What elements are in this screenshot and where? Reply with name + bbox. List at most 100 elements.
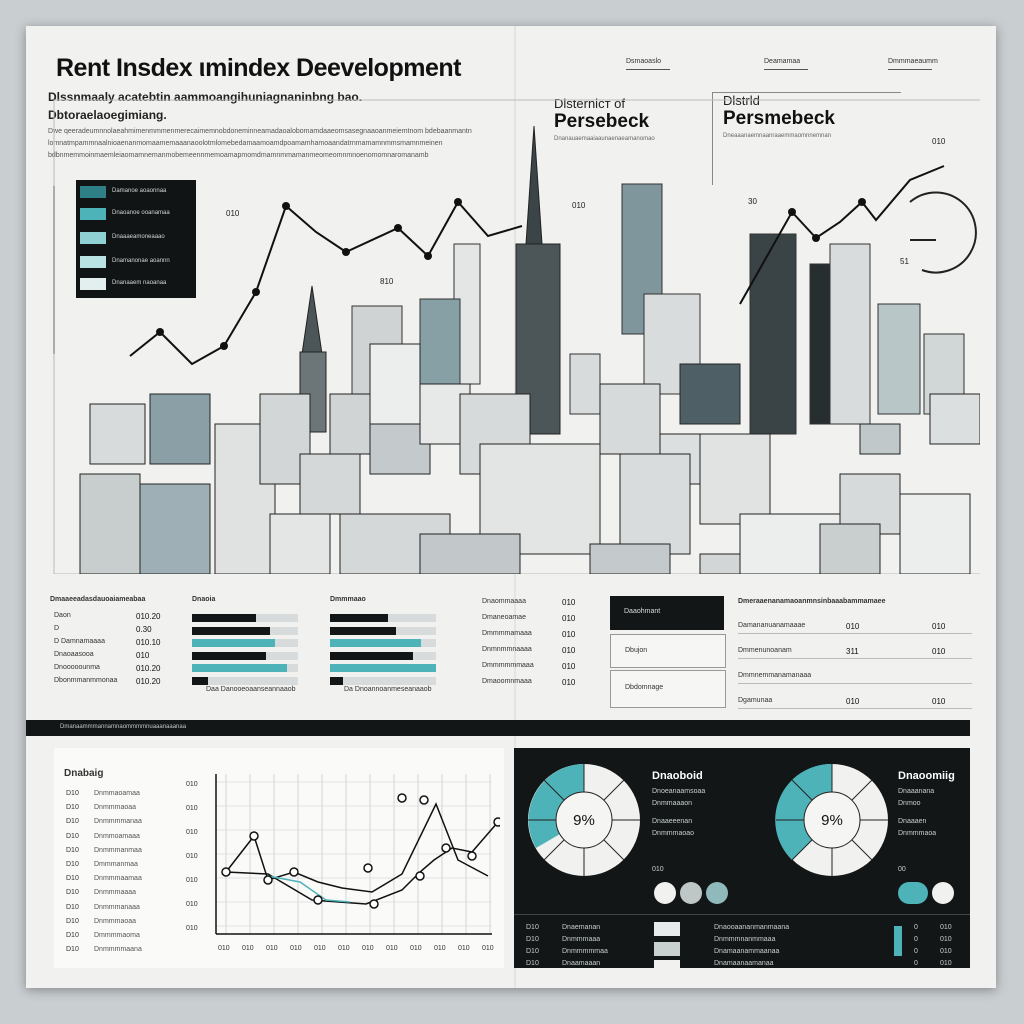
x-tick-label: 010 — [386, 945, 398, 952]
top-tab-3[interactable]: Dmmmaeaumm — [888, 58, 938, 70]
line-panel-row-value: Dnmmmaamaa — [94, 875, 142, 883]
bar-fill — [330, 626, 396, 635]
donut-2-sub1: Dnaaanana — [898, 788, 935, 795]
y-tick-label: 010 — [186, 877, 198, 884]
line-panel-row-value: Dnmmaoamaa — [94, 790, 140, 797]
data-point — [419, 795, 429, 805]
x-tick-label: 010 — [266, 945, 278, 952]
line-panel-row-value: Dnmmmaoaa — [94, 804, 137, 812]
line-panel-row-label: D10 — [66, 804, 79, 812]
donut-hole — [555, 791, 613, 849]
donut-chart-2: 9% — [775, 763, 888, 876]
table-2-row-value: 010 — [562, 598, 576, 607]
district-2-mid-value: 30 — [748, 197, 757, 206]
right-table-box-2: Dbujon — [610, 634, 726, 668]
data-point — [424, 252, 432, 260]
donut-2-foot: 00 — [898, 866, 906, 873]
legend-label: Dnaaaeamoneaaao — [112, 234, 165, 240]
row-divider — [738, 708, 972, 709]
y-tick-label: 010 — [186, 853, 198, 860]
table-1-row-value: 010.20 — [136, 612, 161, 621]
bottom-right-text: Dnmmmnanmmaaa — [714, 936, 776, 943]
top-tab-1[interactable]: Dsmaoaslo — [626, 58, 670, 70]
donut-panel: 9% Dnaoboid Dnoeanaamsoaa Dnmmaaaon Dnaa… — [514, 748, 970, 968]
bars-1-footer: Daa Danooeoaanseannaaob — [206, 686, 296, 693]
x-tick-label: 010 — [338, 945, 350, 952]
bar-fill — [192, 664, 288, 672]
table-1-row-label: Dbonmmanmmonaa — [54, 677, 118, 684]
data-point — [220, 342, 228, 350]
row-divider — [738, 683, 972, 684]
line-panel-row-label: D10 — [66, 818, 79, 826]
donut-1-sub3: Dnaaeeenan — [652, 818, 693, 825]
line-panel-row-value: Dnmmmanmaa — [94, 846, 142, 854]
chart-grid — [216, 774, 492, 934]
dot-indicator — [654, 882, 676, 904]
data-point — [493, 817, 500, 827]
top-tab-2[interactable]: Deamamaa — [764, 58, 808, 70]
data-point — [467, 851, 477, 861]
line-panel-row-value: Dnmmmmaana — [94, 946, 142, 954]
y-tick-label: 010 — [186, 781, 198, 788]
right-rent-line — [739, 165, 945, 305]
right-table-header: Dmeraaenanamaoanmnsinbaaabammamaee — [738, 598, 886, 605]
bottom-right-v1: 0 — [914, 936, 918, 943]
bottom-right-v2: 010 — [940, 924, 952, 931]
left-chart-top-value: 010 — [226, 209, 240, 218]
table-2-row-value: 010 — [562, 678, 576, 687]
donut-2-sub4: Dnmmmaoa — [898, 830, 937, 837]
y-tick-label: 010 — [186, 901, 198, 908]
donut-1-sub1: Dnoeanaamsoaa — [652, 788, 706, 795]
line-panel-row-label: D10 — [66, 917, 79, 925]
x-tick-label: 010 — [290, 945, 302, 952]
table-1-row-value: 0.30 — [136, 625, 152, 634]
bottom-right-v1: 0 — [914, 948, 918, 955]
bar-track — [330, 676, 436, 685]
data-point — [313, 895, 323, 905]
line-panel-row-label: D10 — [66, 889, 79, 897]
intro-paragraph: Dwe qeeradeumnnolaeahmimenmmmenmerecaime… — [48, 128, 472, 159]
bar-fill — [192, 639, 275, 647]
series-b-line — [225, 821, 499, 905]
legend-label: Damanoe aoaonnaa — [112, 188, 167, 194]
district-1-caption: Dnanauaemaaiaaunaenaeamanomao — [554, 136, 655, 142]
table-2-row-value: 010 — [562, 614, 576, 623]
line-panel-row-value: Dmmmmaoma — [94, 932, 140, 939]
city-illustration: 51 010 810 010 010 30 — [53, 99, 980, 574]
left-rent-points — [156, 198, 462, 350]
bottom-left-label: D10 — [526, 924, 539, 931]
data-point — [812, 234, 820, 242]
bars-1-header: Dnaoia — [192, 596, 216, 603]
donut-1-center: 9% — [573, 812, 595, 829]
y-tick-labels: 010 010 010 010 010 010 010 — [186, 781, 198, 932]
left-chart-mid-value: 810 — [380, 277, 394, 286]
table-1-row-label: D Damnamaaaa — [54, 638, 105, 645]
legend-item: Dnaoanoe ooanamaa — [80, 208, 192, 220]
data-point — [415, 871, 425, 881]
bottom-left-text: Dnmmmmmaa — [562, 948, 608, 955]
x-tick-labels: 010 010 010 010 010 010 010 010 010 010 010 010 — [218, 945, 494, 952]
table-1-row-label: D — [54, 625, 60, 632]
gauge-value: 51 — [900, 257, 909, 266]
legend-label: Dnanaaem naoanaa — [112, 280, 167, 286]
right-rent-points — [788, 198, 866, 242]
row-divider — [738, 658, 972, 659]
foreground-buildings — [79, 343, 980, 574]
x-tick-label: 010 — [362, 945, 374, 952]
table-2-row-label: Dnaommaaaa — [482, 598, 526, 605]
data-point — [454, 198, 462, 206]
legend-swatch — [80, 278, 106, 290]
bottom-right-text: Dnaooaananmanmaana — [714, 924, 790, 931]
bar-fill — [330, 639, 422, 647]
y-tick-label: 010 — [186, 805, 198, 812]
bottom-swatch — [654, 960, 680, 968]
data-point — [342, 248, 350, 256]
bar-track — [192, 676, 298, 685]
x-tick-label: 010 — [410, 945, 422, 952]
x-tick-label: 010 — [314, 945, 326, 952]
bar-fill — [330, 614, 389, 622]
table-2-row-label: Dmmmmamaaa — [482, 630, 532, 637]
line-panel-row-value: Dnmmmanaaa — [94, 903, 140, 911]
table-2-row-label: Dmaoomnmaaa — [482, 678, 532, 685]
legend-swatch — [80, 208, 106, 220]
